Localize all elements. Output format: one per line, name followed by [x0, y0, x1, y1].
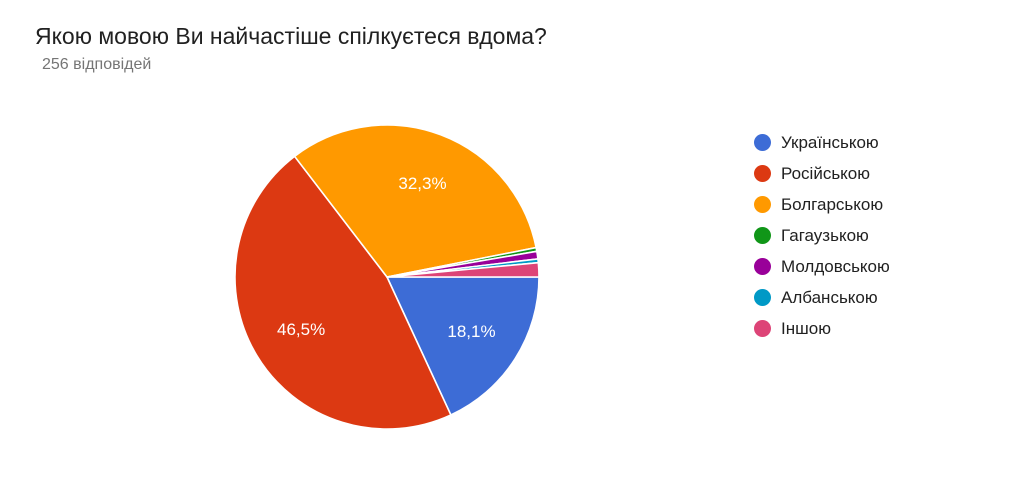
slice-percent-label-russian: 46,5% — [277, 320, 325, 339]
legend-item-gagauz: Гагаузькою — [754, 227, 890, 244]
legend-label-other: Іншою — [781, 319, 831, 338]
pie-slice-russian[interactable] — [234, 155, 452, 430]
legend-label-gagauz: Гагаузькою — [781, 226, 869, 245]
legend-swatch-albanian — [754, 289, 771, 306]
legend-swatch-russian — [754, 165, 771, 182]
legend-item-bulgarian: Болгарською — [754, 196, 890, 213]
legend-label-albanian: Албанською — [781, 288, 878, 307]
legend-item-moldovan: Молдовською — [754, 258, 890, 275]
response-count: 256 відповідей — [42, 56, 152, 73]
chart-title: Якою мовою Ви найчастіше спілкуєтеся вдо… — [35, 23, 547, 49]
slice-percent-label-bulgarian: 32,3% — [398, 174, 446, 193]
pie-slice-bulgarian[interactable] — [293, 124, 537, 278]
legend-label-bulgarian: Болгарською — [781, 195, 884, 214]
legend-label-ukrainian: Українською — [781, 133, 879, 152]
legend-item-russian: Російською — [754, 165, 890, 182]
legend-item-albanian: Албанською — [754, 289, 890, 306]
legend-swatch-gagauz — [754, 227, 771, 244]
legend-swatch-moldovan — [754, 258, 771, 275]
pie-slice-other[interactable] — [386, 261, 540, 278]
legend-item-ukrainian: Українською — [754, 134, 890, 151]
legend-swatch-bulgarian — [754, 196, 771, 213]
pie-chart: 18,1% 46,5% 32,3% — [234, 124, 540, 430]
legend-swatch-other — [754, 320, 771, 337]
legend-label-moldovan: Молдовською — [781, 257, 890, 276]
legend-item-other: Іншою — [754, 320, 890, 337]
chart-legend: Українською Російською Болгарською Гагаузьк… — [754, 134, 890, 351]
legend-swatch-ukrainian — [754, 134, 771, 151]
legend-label-russian: Російською — [781, 164, 871, 183]
pie-slice-ukrainian[interactable] — [386, 276, 540, 416]
slice-percent-label-ukrainian: 18,1% — [447, 322, 495, 341]
